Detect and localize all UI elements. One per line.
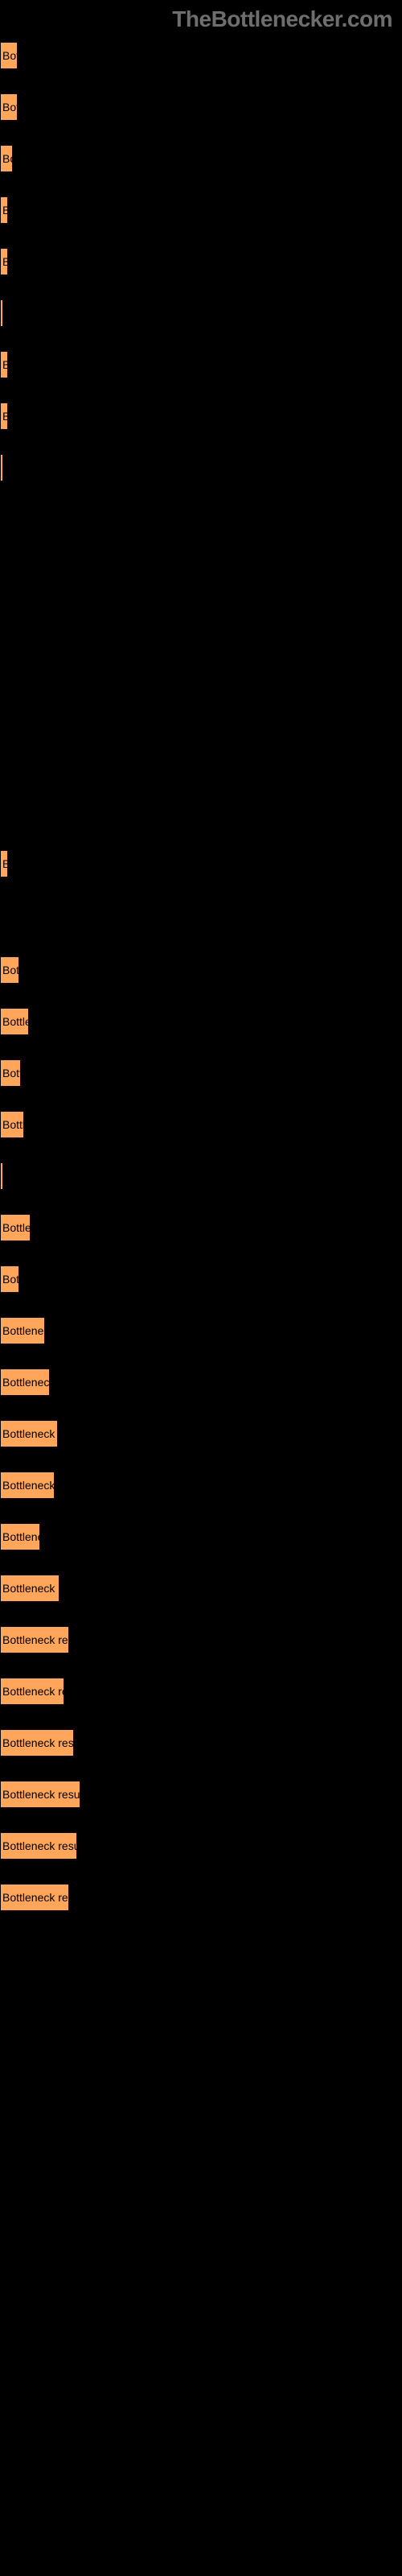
bar: Bottleneck result xyxy=(0,1368,50,1396)
bar: Bottleneck result xyxy=(0,956,19,984)
bar-label: Bottleneck result xyxy=(1,1427,58,1440)
bar: Bottleneck result xyxy=(0,42,18,69)
bar: Bottleneck result xyxy=(0,248,8,275)
bar: Bottleneck result xyxy=(0,402,8,430)
bar: Bottleneck result xyxy=(0,145,13,172)
bar: Bottleneck result xyxy=(0,1265,19,1293)
bar-label: Bottleneck result xyxy=(1,1633,69,1646)
bar-label: Bottleneck result xyxy=(1,964,19,976)
bar-label: Bottleneck result xyxy=(1,1067,21,1080)
bar: Bottleneck result xyxy=(0,1781,80,1808)
bar-label: Bottleneck result xyxy=(1,857,8,870)
bar: Bottleneck result xyxy=(0,1059,21,1087)
bar-label: Bottleneck result xyxy=(1,1015,29,1028)
bar-label: Bottleneck result xyxy=(1,1324,45,1337)
bar-label: Bottleneck result xyxy=(1,1839,77,1852)
bar: Bottleneck result xyxy=(0,1575,59,1602)
bar: Bottleneck result xyxy=(0,1214,31,1241)
bar: Bottleneck result xyxy=(0,1729,74,1757)
watermark-text: TheBottlenecker.com xyxy=(172,6,392,32)
bar: Bottleneck result xyxy=(0,1472,55,1499)
bar: Bottleneck result xyxy=(0,1626,69,1653)
bar-label: Bottleneck result xyxy=(1,49,18,62)
bar: Bottleneck result xyxy=(0,1678,64,1705)
bar-label: Bottleneck result xyxy=(1,152,13,165)
bar-label: Bottleneck result xyxy=(1,1273,19,1286)
bar: Bottleneck result xyxy=(0,1008,29,1035)
bar: Bottleneck result xyxy=(0,1420,58,1447)
bar-label: Bottleneck result xyxy=(1,1376,50,1389)
bar: Bottleneck result xyxy=(0,196,8,224)
bar-label: Bottleneck result xyxy=(1,1118,24,1131)
bar-label: Bottleneck result xyxy=(1,101,18,114)
bar-label: Bottleneck result xyxy=(1,1221,31,1234)
bar-label: Bottleneck result xyxy=(1,255,8,268)
bar-label: Bottleneck result xyxy=(1,410,8,423)
bar: Bottleneck result xyxy=(0,93,18,121)
bar: Bottleneck result xyxy=(0,1317,45,1344)
bar-label: Bottleneck result xyxy=(1,1891,69,1904)
bar-label: Bottleneck result xyxy=(1,307,3,320)
bar-label: Bottleneck result xyxy=(1,1685,64,1698)
bar-label: Bottleneck result xyxy=(1,1530,40,1543)
bar-label: Bottleneck result xyxy=(1,1736,74,1749)
bar-label: Bottleneck result xyxy=(1,461,3,474)
bar-label: Bottleneck result xyxy=(1,1170,3,1183)
bar: Bottleneck result xyxy=(0,1884,69,1911)
bar: Bottleneck result xyxy=(0,351,8,378)
bar: Bottleneck result xyxy=(0,299,3,327)
bar: Bottleneck result xyxy=(0,454,3,481)
bar-label: Bottleneck result xyxy=(1,358,8,371)
bar: Bottleneck result xyxy=(0,1111,24,1138)
bar-label: Bottleneck result xyxy=(1,1479,55,1492)
bar: Bottleneck result xyxy=(0,1523,40,1550)
bar: Bottleneck result xyxy=(0,1832,77,1860)
bar: Bottleneck result xyxy=(0,1162,3,1190)
bar-label: Bottleneck result xyxy=(1,204,8,217)
bar: Bottleneck result xyxy=(0,850,8,877)
bar-label: Bottleneck result xyxy=(1,1582,59,1595)
bar-label: Bottleneck result xyxy=(1,1788,80,1801)
